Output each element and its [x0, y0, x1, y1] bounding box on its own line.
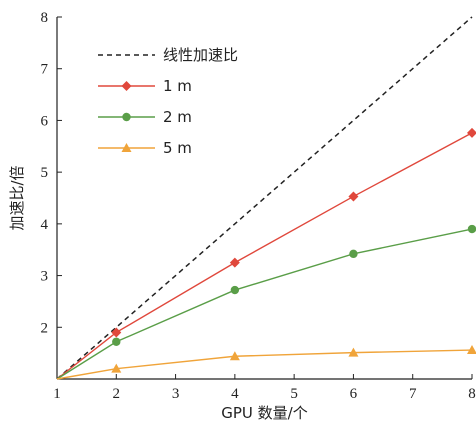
legend: 线性加速比 1 m 2 m 5 m [98, 46, 238, 157]
data-point [467, 127, 476, 138]
series-1 [56, 127, 476, 380]
x-tick-label: 5 [290, 386, 298, 402]
data-point [229, 351, 240, 361]
y-tick-label: 6 [41, 113, 49, 129]
legend-marker [122, 112, 131, 122]
data-point [230, 285, 240, 295]
legend-label: 2 m [163, 108, 192, 126]
y-tick-label: 2 [41, 320, 49, 336]
data-point [349, 249, 358, 259]
legend-marker [121, 143, 132, 152]
legend-item: 5 m [98, 139, 192, 157]
series-layer [56, 16, 476, 380]
legend-label: 1 m [163, 77, 192, 95]
x-tick-label: 3 [172, 386, 180, 402]
axes: 1 2 3 4 5 6 7 8 2 3 4 5 6 7 8 [41, 10, 476, 402]
legend-item: 1 m [98, 77, 192, 95]
legend-item: 2 m [98, 108, 192, 126]
data-point [348, 347, 359, 357]
series-3 [56, 345, 476, 380]
legend-marker [121, 81, 132, 91]
x-tick-label: 1 [53, 386, 61, 402]
y-tick-label: 5 [41, 165, 49, 181]
x-tick-label: 4 [231, 386, 239, 402]
x-axis-label: GPU 数量/个 [221, 404, 307, 422]
y-axis-label: 加速比/倍 [8, 165, 26, 230]
series-0 [56, 16, 473, 380]
series-line [56, 349, 473, 380]
series-line [56, 16, 473, 380]
data-point [112, 337, 121, 346]
x-tick-label: 2 [113, 386, 121, 402]
legend-item: 线性加速比 [98, 46, 238, 64]
y-tick-label: 7 [41, 62, 49, 78]
data-point [111, 363, 122, 373]
data-point [111, 327, 122, 338]
y-tick-label: 4 [41, 217, 49, 233]
x-tick-label: 8 [468, 386, 476, 402]
x-tick-label: 6 [350, 386, 358, 402]
legend-label: 5 m [163, 139, 192, 157]
legend-label: 线性加速比 [163, 46, 238, 64]
data-point [467, 224, 476, 234]
y-tick-label: 3 [41, 269, 49, 285]
data-point [229, 257, 240, 268]
data-point [467, 345, 476, 355]
series-2 [56, 224, 476, 380]
x-tick-label: 7 [409, 386, 417, 402]
y-tick-label: 8 [41, 10, 49, 26]
data-point [348, 191, 359, 202]
series-line [56, 228, 473, 380]
